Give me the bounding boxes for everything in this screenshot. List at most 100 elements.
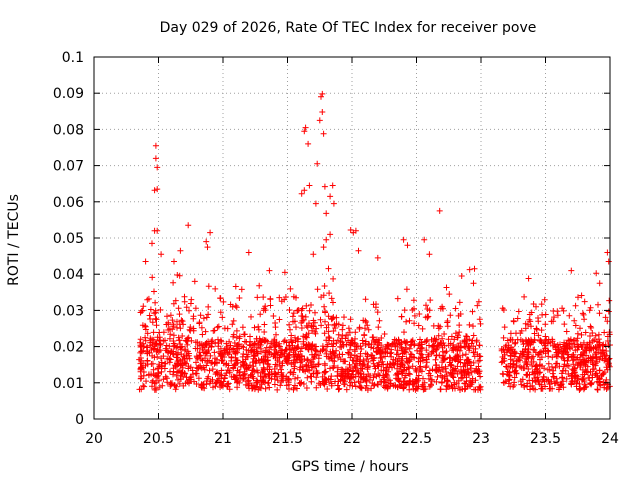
data-point [467, 365, 474, 372]
data-point [172, 363, 179, 370]
data-point [377, 347, 384, 354]
data-point [185, 222, 192, 229]
data-point [534, 368, 541, 375]
data-point [316, 380, 322, 387]
data-point [313, 384, 320, 391]
data-point [553, 351, 560, 358]
data-point [258, 356, 265, 362]
data-point [571, 317, 578, 324]
data-point [549, 342, 556, 349]
data-point [415, 322, 422, 329]
data-point [538, 301, 545, 308]
data-point [441, 331, 448, 337]
data-point [183, 360, 190, 367]
data-point [153, 340, 160, 347]
data-point [216, 348, 222, 355]
data-point [328, 373, 335, 380]
data-point [259, 377, 266, 384]
data-point [292, 375, 298, 382]
data-point [536, 381, 543, 388]
data-point [406, 386, 413, 393]
data-point [203, 342, 210, 349]
data-point [424, 337, 431, 343]
data-point [277, 382, 284, 389]
data-point [313, 374, 320, 381]
data-point [322, 376, 329, 383]
data-point [320, 130, 327, 137]
data-point [578, 376, 585, 383]
data-point [548, 378, 555, 385]
data-point [524, 380, 531, 387]
data-point [302, 368, 309, 375]
data-point [511, 374, 518, 381]
data-point [219, 351, 226, 357]
data-point [341, 314, 347, 321]
data-point [260, 294, 267, 301]
data-point [563, 328, 570, 335]
data-point [402, 340, 409, 347]
data-point [240, 375, 247, 382]
data-point [374, 345, 381, 352]
data-point [230, 317, 237, 324]
data-point [321, 303, 328, 310]
data-point [426, 367, 433, 374]
data-point [438, 340, 445, 347]
data-point [199, 331, 206, 338]
data-point [604, 249, 611, 256]
data-point [466, 321, 473, 328]
data-point [529, 369, 536, 376]
data-point [388, 346, 395, 353]
data-point [584, 363, 591, 370]
y-tick-label: 0.02 [53, 340, 84, 356]
data-point [144, 330, 151, 337]
data-point [185, 334, 192, 341]
data-point [351, 348, 358, 355]
data-point [308, 378, 315, 385]
data-point [323, 236, 330, 243]
data-point [144, 344, 151, 351]
data-point [154, 227, 161, 234]
data-point [170, 279, 177, 286]
data-point [303, 331, 310, 338]
data-point [171, 382, 178, 389]
y-tick-label: 0.01 [53, 376, 84, 392]
data-point [205, 373, 212, 380]
data-point [534, 374, 541, 381]
data-point [297, 348, 304, 355]
data-point [506, 347, 513, 354]
data-point [173, 354, 180, 361]
axis-ticks [93, 56, 611, 420]
data-point [196, 349, 203, 356]
data-point [472, 377, 479, 384]
data-point [225, 362, 232, 369]
data-point [147, 306, 154, 313]
data-point [574, 330, 581, 337]
data-point [439, 303, 446, 310]
data-point [333, 320, 340, 327]
data-point [231, 361, 238, 368]
data-point [593, 370, 600, 377]
data-point [190, 371, 196, 378]
data-point [563, 375, 570, 382]
y-tick-label: 0.06 [53, 195, 84, 211]
data-point [334, 382, 341, 389]
data-point [305, 345, 312, 352]
data-point [210, 384, 216, 391]
data-point [262, 385, 269, 392]
data-point [596, 280, 603, 287]
data-point [512, 350, 519, 357]
data-point [362, 296, 369, 303]
data-point [349, 367, 355, 374]
data-point [574, 354, 581, 361]
data-point [437, 339, 444, 346]
x-tick-labels: 20 20.5 21 21.5 22 22.5 23 23.5 24 [85, 431, 619, 447]
data-point [205, 303, 212, 310]
data-point [297, 356, 304, 363]
data-point [255, 341, 262, 348]
data-point [409, 307, 416, 313]
data-point [592, 344, 599, 351]
data-point [340, 358, 347, 365]
data-point [233, 357, 240, 364]
data-point [360, 376, 367, 383]
data-point [303, 302, 310, 309]
